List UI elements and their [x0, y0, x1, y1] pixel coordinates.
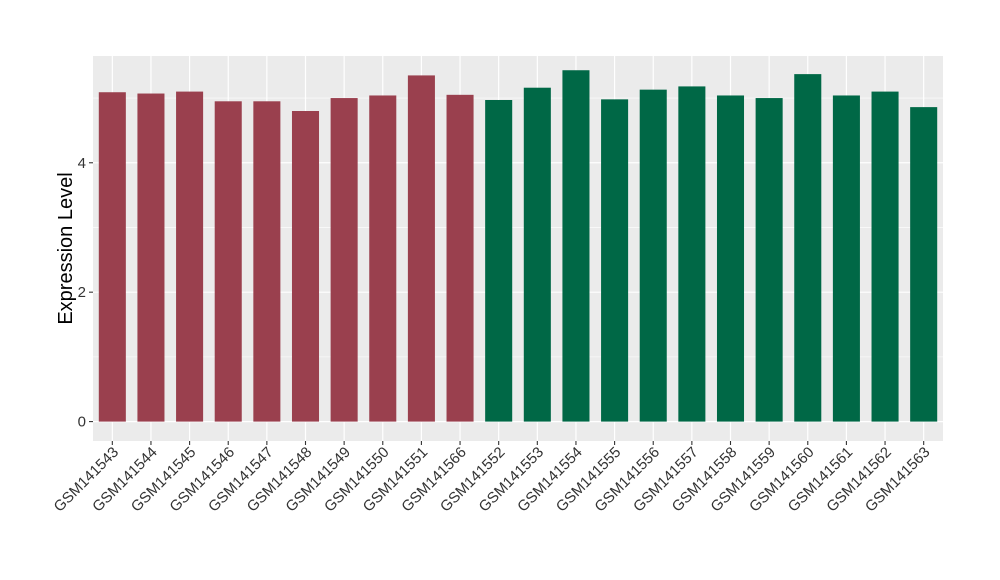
bars	[98, 70, 938, 422]
y-axis: 0 2 4	[78, 155, 93, 431]
bar-GSM141547	[253, 101, 281, 422]
x-axis: GSM141543GSM141544GSM141545GSM141546GSM1…	[51, 441, 934, 515]
bar-GSM141549	[330, 98, 358, 422]
y-axis-title: Expression Level	[55, 172, 77, 324]
bar-GSM141560	[794, 74, 822, 422]
bar-GSM141554	[562, 70, 590, 422]
bar-GSM141546	[214, 101, 242, 422]
bar-GSM141545	[176, 91, 204, 422]
bar-GSM141543	[98, 92, 126, 422]
y-tick-label: 0	[78, 414, 86, 431]
bar-GSM141559	[755, 98, 783, 422]
bar-GSM141548	[291, 111, 320, 422]
bar-GSM141553	[523, 87, 551, 422]
bar-GSM141562	[871, 91, 899, 422]
bar-GSM141552	[485, 100, 513, 422]
bar-GSM141558	[716, 95, 745, 422]
bar-GSM141556	[639, 89, 667, 422]
y-tick-label: 2	[78, 284, 86, 301]
bar-GSM141561	[832, 95, 860, 422]
bar-GSM141557	[678, 86, 706, 422]
bar-GSM141555	[601, 99, 629, 422]
bar-GSM141550	[369, 95, 397, 422]
bar-GSM141566	[446, 94, 474, 422]
bar-GSM141551	[407, 75, 435, 422]
bar-GSM141544	[137, 93, 165, 422]
bar-GSM141563	[910, 107, 938, 422]
y-tick-label: 4	[78, 155, 86, 172]
